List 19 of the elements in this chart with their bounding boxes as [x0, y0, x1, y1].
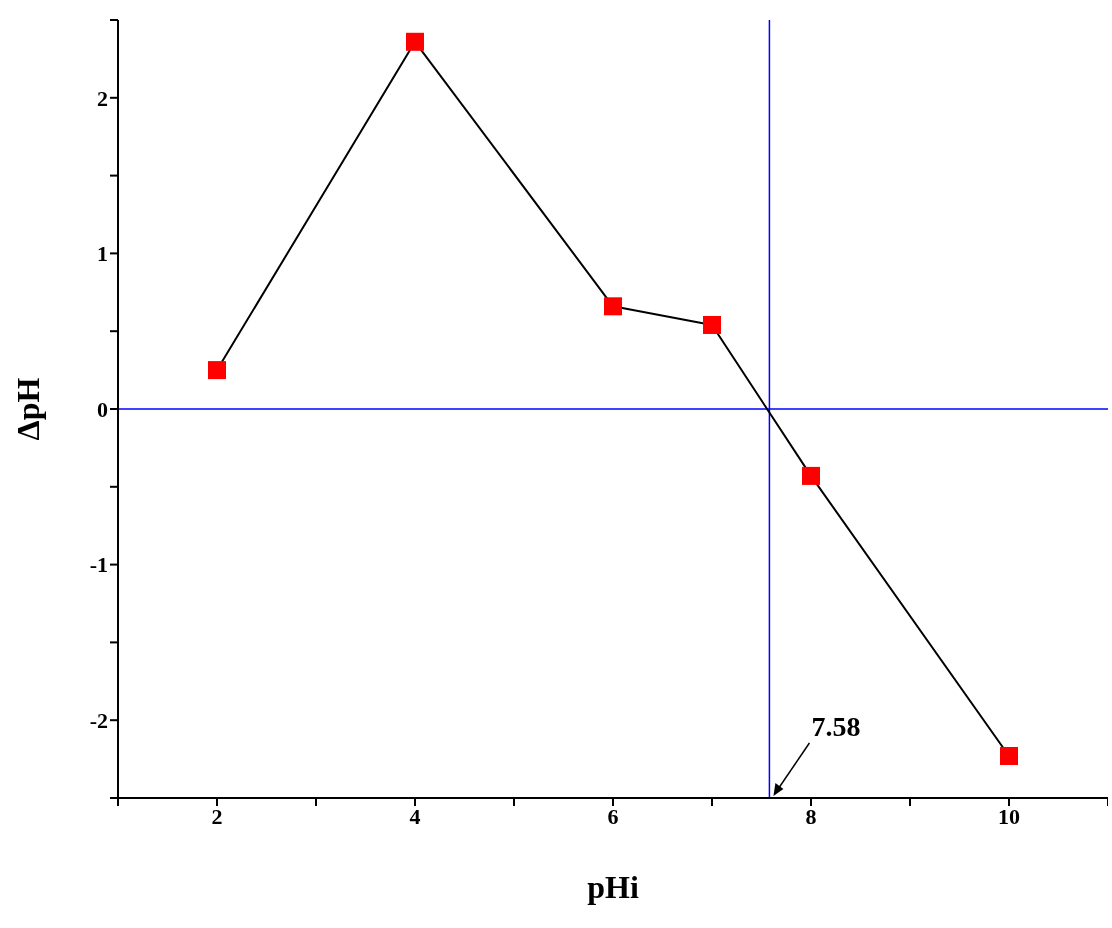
y-tick-label: -2 [89, 708, 108, 734]
x-tick-label: 4 [409, 803, 421, 829]
point [604, 297, 622, 316]
point [802, 466, 820, 485]
point [703, 315, 721, 334]
y-tick-label: 0 [97, 396, 108, 422]
y-axis-title: ΔpH [10, 377, 47, 441]
point [406, 32, 424, 51]
x-tick-label: 10 [998, 803, 1020, 829]
y-tick-label: -1 [89, 552, 108, 578]
point [208, 361, 226, 380]
x-axis-title: pHi [587, 869, 639, 905]
point [1000, 746, 1018, 765]
x-tick-label: 2 [211, 803, 223, 829]
annotation: 7.58 [811, 711, 861, 742]
y-tick-label: 1 [97, 241, 108, 267]
x-tick-label: 8 [805, 803, 817, 829]
y-tick-label: 2 [97, 85, 108, 111]
x-tick-label: 6 [607, 803, 619, 829]
